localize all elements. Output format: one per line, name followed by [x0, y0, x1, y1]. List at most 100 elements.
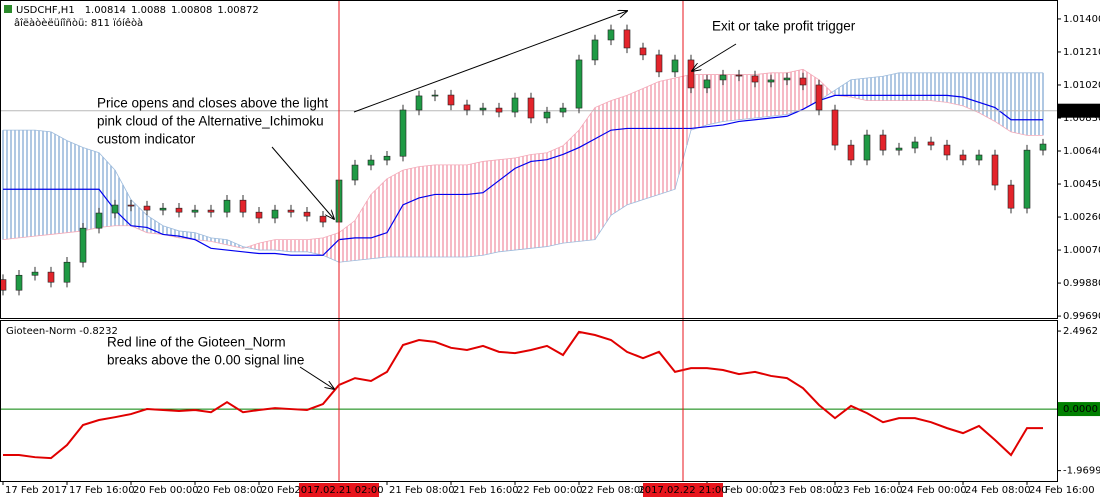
marker-label-box — [299, 483, 379, 497]
candle-body — [303, 211, 311, 217]
y-tick-label: 1.00450 — [1063, 179, 1100, 190]
kijun-line — [3, 94, 1043, 256]
x-tick-label: 24 Feb 08:00 — [965, 485, 1031, 496]
candle-body — [191, 209, 199, 213]
candle-body — [127, 204, 135, 207]
candle-body — [687, 59, 695, 89]
x-tick-label: 22 Feb 00:00 — [517, 485, 583, 496]
candle-body — [431, 94, 439, 97]
x-tick-label: 20 Feb 00:00 — [133, 485, 199, 496]
candle-body — [495, 107, 503, 113]
candle-body — [63, 261, 71, 283]
candle-body — [911, 141, 919, 149]
candle-body — [991, 154, 999, 186]
x-tick-label: 24 Feb 16:00 — [1029, 485, 1095, 496]
annotation: pink cloud of the Alternative_Ichimoku — [97, 114, 324, 129]
candle-body — [783, 77, 791, 81]
candle-body — [415, 95, 423, 111]
x-tick-label: 23 Feb 16:00 — [837, 485, 903, 496]
candle-body — [159, 207, 167, 211]
header-value: 1.00872 — [217, 5, 258, 16]
indicator-title: Gioteen-Norm -0.8232 — [6, 326, 118, 337]
annotation: Red line of the Gioteen_Norm — [107, 335, 286, 350]
y-tick-label: 0.0000 — [1063, 404, 1098, 415]
candle-body — [1007, 184, 1015, 209]
annotation-arrow — [271, 146, 334, 219]
candle-body — [1039, 143, 1047, 151]
x-tick-label: 17 Feb 16:00 — [69, 485, 135, 496]
candle-body — [0, 279, 7, 291]
indicator-pane-border — [0, 320, 1058, 482]
marker-label: 2017.02.21 02:00 — [294, 485, 383, 496]
candle-body — [975, 154, 983, 161]
candle-body — [143, 205, 151, 211]
candle-body — [479, 107, 487, 111]
candle-body — [671, 59, 679, 73]
candle-body — [383, 155, 391, 161]
candle-body — [767, 79, 775, 83]
signal-level-box — [1058, 402, 1100, 417]
candle-body — [271, 209, 279, 219]
candle-body — [351, 164, 359, 181]
candle-body — [847, 144, 855, 161]
y-tick-label: 1.01400 — [1063, 14, 1100, 25]
marker-label-box — [643, 483, 723, 497]
candle-body — [527, 97, 535, 119]
candle-body — [751, 75, 759, 83]
candle-body — [463, 104, 471, 111]
candle-body — [399, 109, 407, 157]
chart-subtitle: âîëàòèëüíîñòü: 811 ïóíêòà — [14, 17, 143, 29]
y-tick-label: 1.01020 — [1063, 80, 1100, 91]
x-tick-label: 23 Feb 00:00 — [709, 485, 775, 496]
candle-body — [959, 154, 967, 161]
candle-body — [607, 29, 615, 41]
marker-label: 2017.02.22 21:00 — [638, 485, 727, 496]
candle-body — [703, 79, 711, 89]
span-a-line — [2, 68, 1043, 249]
last-price-box — [1058, 103, 1100, 118]
candle-body — [15, 274, 23, 291]
indicator-line — [3, 330, 1043, 460]
candle-body — [559, 107, 567, 113]
candle-body — [223, 199, 231, 213]
x-tick-label: 24 Feb 00:00 — [901, 485, 967, 496]
candle-body — [111, 204, 119, 214]
chart-header: USDCHF,H1 1.00814 1.0088 1.00808 1.00872 — [16, 5, 259, 16]
y-tick-label: 1.01210 — [1063, 47, 1100, 58]
candle-body — [863, 134, 871, 161]
header-value: 1.0088 — [131, 5, 166, 16]
candle-body — [207, 209, 215, 213]
y-tick-label: 0.99690 — [1063, 311, 1100, 322]
candle-body — [447, 94, 455, 106]
candle-body — [879, 134, 887, 151]
symbol: USDCHF,H1 — [16, 5, 75, 16]
annotation-arrow — [692, 43, 737, 71]
candle-body — [31, 271, 39, 276]
candle-body — [655, 54, 663, 73]
annotation: custom indicator — [97, 132, 196, 147]
header-icon — [4, 5, 12, 13]
header-value: 1.00808 — [171, 5, 212, 16]
header-value: 1.00814 — [85, 5, 126, 16]
y-tick-label: 2.4962 — [1063, 326, 1098, 337]
x-tick-label: 23 Feb 08:00 — [773, 485, 839, 496]
candle-body — [79, 227, 87, 263]
candle-body — [575, 59, 583, 109]
y-tick-label: 1.00640 — [1063, 146, 1100, 157]
candle-body — [815, 84, 823, 111]
x-tick-label: 22 Feb 08:00 — [581, 485, 647, 496]
candle-body — [719, 74, 727, 81]
x-tick-label: 20 Feb 08:00 — [197, 485, 263, 496]
span-b-line — [3, 72, 1043, 263]
candle-body — [367, 159, 375, 166]
last-price-label: 1.00872 — [1061, 106, 1100, 117]
annotation: breaks above the 0.00 signal line — [107, 353, 304, 368]
candle-body — [943, 144, 951, 156]
x-tick-label: 20 Feb 16:00 — [261, 485, 327, 496]
candle-body — [927, 141, 935, 146]
candle-body — [831, 109, 839, 146]
trend-arrow — [353, 11, 627, 113]
